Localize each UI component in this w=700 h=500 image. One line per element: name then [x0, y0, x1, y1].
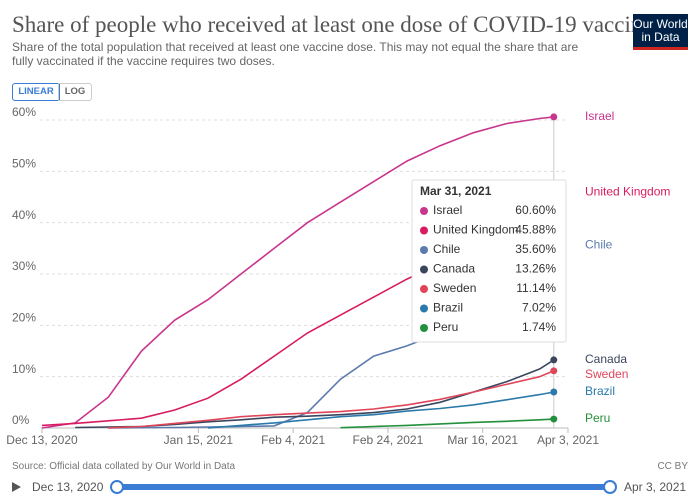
tooltip-name: Sweden: [433, 281, 476, 295]
tooltip-name: Israel: [433, 203, 462, 217]
end-point: [550, 356, 558, 364]
y-tick-label: 60%: [12, 105, 36, 119]
chart-title: Share of people who received at least on…: [12, 12, 653, 37]
x-tick-label: Dec 13, 2020: [6, 433, 78, 447]
y-tick-label: 10%: [12, 362, 36, 376]
series-label: Canada: [585, 352, 627, 366]
series-label: Sweden: [585, 367, 628, 381]
x-tick-label: Feb 24, 2021: [353, 433, 424, 447]
tooltip-value: 60.60%: [515, 203, 556, 217]
tooltip: Mar 31, 2021 Israel 60.60% United Kingdom45…: [411, 179, 567, 343]
license[interactable]: CC BY: [657, 461, 688, 472]
linear-button[interactable]: LINEAR: [12, 83, 60, 101]
tooltip-name: United Kingdom: [433, 223, 518, 237]
tooltip-swatch: [420, 285, 428, 293]
series-line: [41, 116, 554, 429]
play-button[interactable]: [12, 482, 21, 492]
tooltip-value: 13.26%: [515, 262, 556, 276]
tooltip-swatch: [420, 324, 428, 332]
series-label: Israel: [585, 109, 614, 123]
timeline-track[interactable]: [117, 484, 610, 490]
logo[interactable]: Our World in Data: [633, 14, 688, 50]
y-tick-label: 0%: [12, 413, 30, 427]
end-point: [550, 367, 558, 375]
end-point: [550, 415, 558, 423]
series-line: [207, 391, 554, 429]
source-note: Source: Official data collated by Our Wo…: [12, 461, 236, 472]
series-label: Brazil: [585, 384, 615, 398]
tooltip-value: 1.74%: [522, 320, 556, 334]
tooltip-swatch: [420, 304, 428, 313]
tooltip-value: 7.02%: [522, 301, 556, 315]
tooltip-swatch: [420, 226, 428, 235]
log-button[interactable]: LOG: [58, 83, 92, 101]
series-label: Peru: [585, 411, 610, 425]
tooltip-swatch: [420, 246, 428, 254]
tooltip-swatch: [420, 265, 428, 274]
y-tick-label: 50%: [12, 157, 36, 171]
tooltip-value: 11.14%: [516, 281, 556, 295]
tooltip-name: Chile: [433, 242, 461, 256]
end-point: [550, 388, 558, 396]
series-label: United Kingdom: [585, 185, 670, 199]
y-tick-label: 30%: [12, 259, 36, 273]
x-tick-label: Jan 15, 2021: [164, 433, 234, 447]
y-tick-label: 40%: [12, 208, 36, 222]
x-tick-label: Feb 4, 2021: [261, 433, 325, 447]
chart-subtitle: Share of the total population that recei…: [12, 40, 579, 68]
x-tick-label: Apr 3, 2021: [537, 433, 599, 447]
x-tick-label: Mar 16, 2021: [447, 433, 518, 447]
series-line: [108, 370, 555, 429]
tooltip-name: Brazil: [433, 301, 463, 315]
y-tick-label: 20%: [12, 311, 36, 325]
tooltip-value: 35.60%: [515, 242, 556, 256]
tooltip-box: [411, 179, 567, 343]
series-line: [340, 418, 554, 429]
tooltip-value: 45.88%: [515, 223, 556, 237]
timeline-handle-end[interactable]: [603, 480, 617, 494]
timeline-handle-start[interactable]: [110, 480, 124, 494]
tooltip-title: Mar 31, 2021: [420, 184, 492, 198]
series-label: Chile: [585, 237, 613, 251]
timeline-start-label: Dec 13, 2020: [32, 480, 104, 494]
tooltip-name: Peru: [433, 320, 458, 334]
tooltip-swatch: [420, 207, 428, 215]
timeline-end-label: Apr 3, 2021: [624, 480, 686, 494]
end-point: [550, 113, 558, 121]
tooltip-name: Canada: [433, 262, 475, 276]
